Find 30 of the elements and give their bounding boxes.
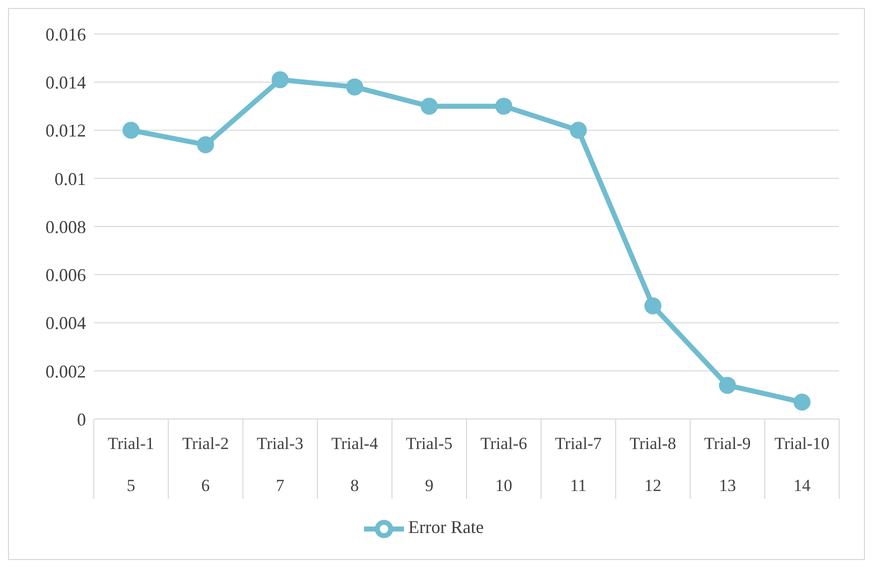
point <box>272 71 289 88</box>
y-tick-label: 0.016 <box>46 24 86 44</box>
point <box>644 297 662 314</box>
point <box>718 376 736 394</box>
category-label: Trial-9 13 <box>704 434 751 495</box>
category-label: Trial-6 10 <box>480 434 528 495</box>
point <box>420 98 438 115</box>
category-label: Trial-2 6 <box>182 434 229 495</box>
point <box>495 98 512 115</box>
y-tick-label: 0.014 <box>46 72 86 93</box>
y-tick-label: 0.008 <box>46 216 86 237</box>
y-tick-label: 0.006 <box>46 265 86 286</box>
point <box>197 136 214 154</box>
legend-label: Error Rate <box>408 517 484 538</box>
category-label: Trial-3 7 <box>256 434 304 495</box>
y-tick-label: 0.01 <box>54 168 86 189</box>
category-label: Trial-4 8 <box>331 434 378 495</box>
point <box>346 78 364 96</box>
category-label: Trial-1 5 <box>108 434 154 495</box>
category-label: Trial-10 14 <box>774 434 830 495</box>
y-tick-label: 0 <box>77 409 86 430</box>
category-label: Trial-5 9 <box>406 434 453 495</box>
y-tick-label: 0.004 <box>46 313 86 334</box>
point <box>570 122 587 139</box>
category-label: Trial-8 12 <box>630 434 676 495</box>
point <box>122 122 140 139</box>
y-tick-label: 0.012 <box>46 120 86 141</box>
category-label: Trial-7 11 <box>555 434 602 495</box>
y-tick-label: 0.002 <box>46 361 86 382</box>
point <box>794 394 810 411</box>
